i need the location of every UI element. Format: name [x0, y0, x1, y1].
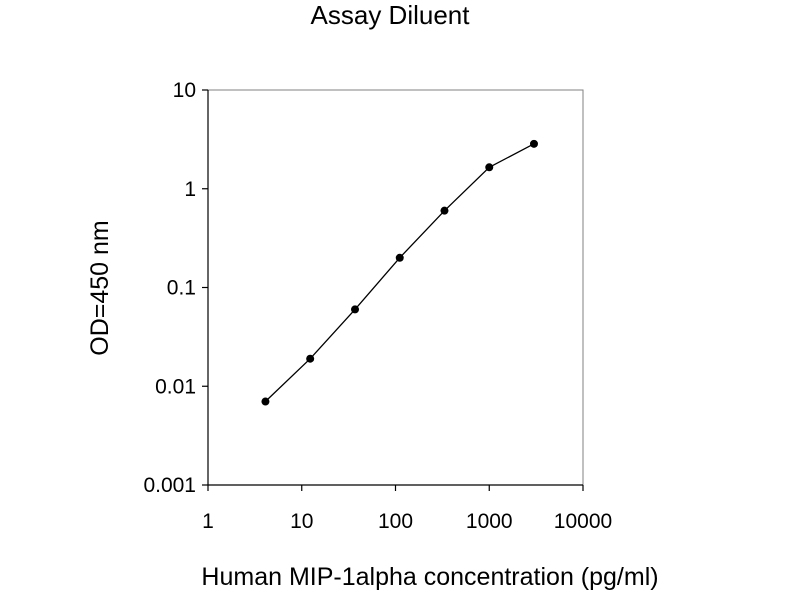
- y-axis-label: OD=450 nm: [86, 220, 114, 356]
- x-tick-label: 10000: [554, 510, 612, 533]
- data-point: [440, 206, 449, 215]
- x-tick-label: 1: [202, 510, 214, 533]
- chart-title: Assay Diluent: [311, 0, 471, 30]
- x-tick-label: 1000: [466, 510, 513, 533]
- data-point: [261, 397, 270, 406]
- data-point: [306, 354, 315, 363]
- x-axis-label: Human MIP-1alpha concentration (pg/ml): [201, 563, 658, 591]
- y-tick-label: 1: [184, 178, 196, 201]
- y-tick-label: 10: [173, 79, 196, 102]
- series-layer: [261, 139, 538, 406]
- plot-area: 0.001 0.01 0.1 1 10 1 10 100 1000 10000: [143, 79, 612, 533]
- series-line: [264, 143, 535, 402]
- x-tick-label: 10: [290, 510, 313, 533]
- data-point: [529, 139, 538, 148]
- x-tick-label: 100: [378, 510, 413, 533]
- plot-frame: [207, 89, 584, 486]
- data-point: [485, 163, 494, 172]
- y-axis-ticks: 0.001 0.01 0.1 1 10: [143, 79, 208, 497]
- y-tick-label: 0.001: [143, 474, 196, 497]
- data-point: [351, 305, 360, 314]
- y-tick-label: 0.01: [155, 375, 196, 398]
- data-point: [395, 253, 404, 262]
- x-axis-ticks: 1 10 100 1000 10000: [202, 485, 612, 533]
- y-tick-label: 0.1: [167, 277, 196, 300]
